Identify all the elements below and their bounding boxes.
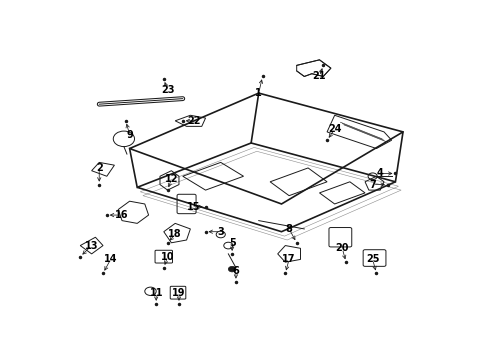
Text: 22: 22: [187, 116, 201, 126]
Text: 11: 11: [149, 288, 163, 298]
Text: 7: 7: [369, 180, 376, 190]
Text: 16: 16: [115, 210, 129, 220]
Text: 12: 12: [165, 174, 178, 184]
Text: 6: 6: [233, 266, 239, 275]
Text: 25: 25: [366, 255, 379, 264]
Text: 20: 20: [336, 243, 349, 253]
Text: 3: 3: [218, 227, 224, 237]
Text: 14: 14: [104, 255, 118, 264]
Text: 23: 23: [161, 85, 174, 95]
Text: 8: 8: [286, 224, 293, 234]
Text: 24: 24: [328, 124, 342, 134]
Text: 9: 9: [126, 130, 133, 140]
Text: 4: 4: [377, 168, 384, 179]
Text: 10: 10: [161, 252, 174, 262]
Text: 15: 15: [187, 202, 201, 212]
Text: 19: 19: [172, 288, 186, 298]
Text: 21: 21: [313, 72, 326, 81]
Text: 17: 17: [282, 255, 296, 264]
Circle shape: [228, 266, 236, 272]
Text: 18: 18: [169, 229, 182, 239]
Text: 5: 5: [229, 238, 236, 248]
Text: 1: 1: [255, 88, 262, 98]
Text: 2: 2: [96, 163, 102, 173]
Text: 13: 13: [85, 240, 98, 251]
